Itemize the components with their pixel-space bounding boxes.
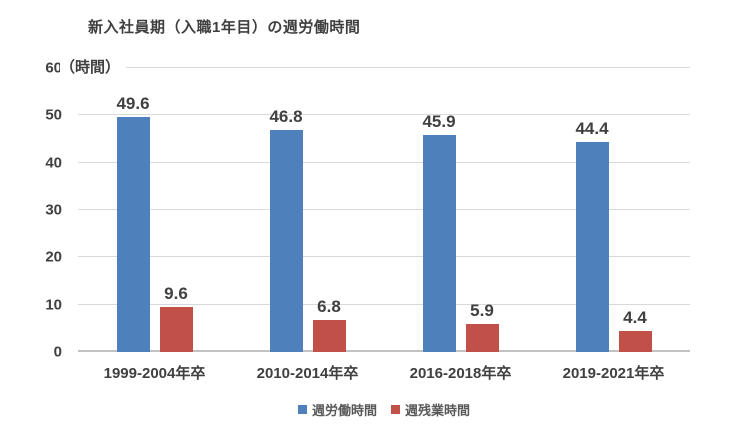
gridline [78, 114, 690, 116]
x-category-label: 2019-2021年卒 [562, 365, 665, 382]
bar-groups: 49.6 9.6 46.8 6.8 45.9 5.9 44.4 4.4 [78, 68, 690, 352]
gridline [78, 256, 690, 258]
bar-value-label: 49.6 [116, 94, 150, 114]
legend: 週労働時間 週残業時間 [78, 400, 690, 419]
y-tick-label: 20 [45, 248, 62, 266]
legend-swatch [391, 405, 400, 414]
bar-slot: 6.8 [312, 68, 346, 352]
y-tick-label: 60 [45, 59, 62, 77]
bar-group: 46.8 6.8 [231, 68, 384, 352]
bar-value-label: 46.8 [269, 107, 303, 127]
bar [465, 324, 499, 352]
bar-slot: 9.6 [159, 68, 193, 352]
bar-value-label: 4.4 [623, 308, 647, 328]
gridline [78, 303, 690, 305]
bar [422, 134, 456, 352]
bar-slot: 46.8 [269, 68, 303, 352]
gridline [78, 67, 690, 68]
bar-slot: 44.4 [575, 68, 609, 352]
bar [159, 306, 193, 352]
bar-slot: 49.6 [116, 68, 150, 352]
gridline [78, 209, 690, 210]
x-axis-line [78, 350, 690, 352]
bar-slot: 5.9 [465, 68, 499, 352]
bar-value-label: 45.9 [422, 111, 456, 131]
x-category-label: 1999-2004年卒 [103, 365, 206, 382]
bar [312, 319, 346, 352]
bar-group: 49.6 9.6 [78, 68, 231, 352]
bar-value-label: 9.6 [164, 283, 188, 303]
gridline [78, 161, 690, 163]
legend-item: 週残業時間 [391, 400, 470, 419]
bar-group: 45.9 5.9 [384, 68, 537, 352]
bar-slot: 4.4 [618, 68, 652, 352]
legend-item: 週労働時間 [297, 400, 377, 419]
y-tick-label: 30 [45, 201, 62, 219]
bar-value-label: 5.9 [470, 301, 494, 321]
y-axis-unit-label: （時間） [60, 58, 127, 78]
x-axis-labels: 1999-2004年卒 2010-2014年卒 2016-2018年卒 2019-20… [78, 362, 690, 383]
bar [618, 331, 652, 352]
y-tick-label: 40 [45, 154, 62, 172]
y-tick-label: 10 [45, 296, 62, 314]
x-category-label: 2016-2018年卒 [409, 365, 512, 382]
bar-group: 44.4 4.4 [537, 68, 690, 352]
bar-slot: 45.9 [422, 68, 456, 352]
bar [116, 117, 150, 352]
legend-swatch [297, 405, 307, 414]
x-category-label: 2010-2014年卒 [256, 365, 359, 382]
legend-label: 週残業時間 [405, 403, 471, 418]
y-tick-label: 0 [53, 343, 62, 361]
chart-title: 新入社員期（入職1年目）の週労働時間 [88, 19, 361, 36]
plot-area: （時間） 0 10 20 30 40 50 60 49.6 9.6 46.8 6.8 45.9 5.9 4… [45, 58, 690, 418]
y-tick-label: 50 [45, 106, 62, 124]
bar [269, 130, 303, 352]
legend-label: 週労働時間 [311, 403, 377, 418]
bar-value-label: 6.8 [317, 296, 341, 316]
bar-value-label: 44.4 [575, 118, 609, 138]
bar [575, 141, 609, 352]
